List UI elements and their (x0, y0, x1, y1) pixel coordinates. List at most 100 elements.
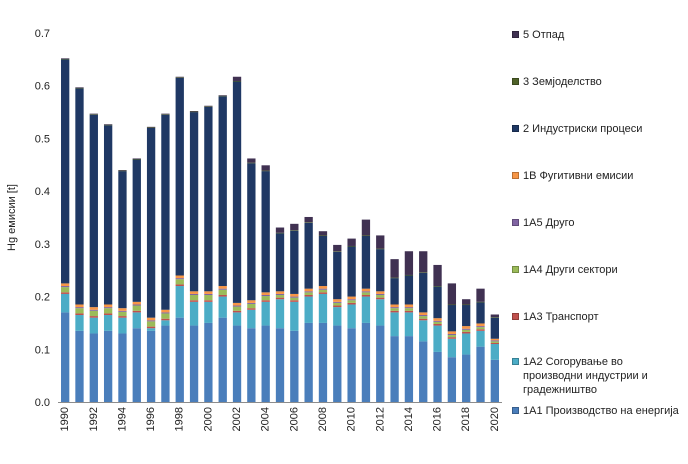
bar-segment (419, 315, 428, 317)
bar-segment (361, 288, 371, 292)
bar-segment (75, 87, 84, 89)
legend-swatch (512, 172, 519, 179)
bar-segment (261, 171, 270, 293)
bar-segment (89, 333, 98, 402)
bar-segment (490, 317, 499, 339)
bar-segment (89, 317, 98, 334)
bar-segment (61, 58, 70, 59)
bar-segment (75, 88, 84, 305)
bar-segment (490, 344, 499, 360)
bar-segment (103, 315, 113, 331)
bar-segment (490, 341, 499, 343)
x-tick-label: 2012 (374, 407, 386, 431)
bar-segment (333, 251, 342, 300)
bar-segment (204, 294, 213, 301)
bar-segment (390, 304, 399, 308)
bar-segment (476, 327, 485, 330)
x-tick-label: 1994 (116, 407, 128, 431)
bar-segment (390, 336, 399, 402)
bar-segment (275, 233, 285, 292)
legend-item: 1А2 Согорување во производни индустрии и… (512, 355, 648, 397)
bar-segment (490, 338, 499, 341)
bar-segment (204, 106, 213, 107)
bar-segment (132, 305, 141, 311)
bar-segment (232, 76, 242, 81)
bar-segment (218, 296, 227, 318)
bar-segment (476, 330, 485, 347)
bar-segment (347, 245, 356, 247)
bar-segment (290, 300, 299, 302)
bar-segment (318, 231, 328, 236)
x-tick-label: 2014 (403, 407, 415, 431)
bar-segment (433, 320, 442, 322)
bar-segment (275, 227, 285, 233)
legend-label: 1В Фугитивни емисии (523, 170, 634, 182)
bar-segment (390, 259, 399, 278)
bar-segment (404, 304, 414, 308)
bar-segment (247, 158, 256, 163)
bar-segment (304, 291, 313, 293)
bar-segment (61, 59, 70, 284)
bar-segment (361, 235, 371, 237)
legend-swatch (512, 266, 519, 273)
bar-segment (404, 310, 414, 313)
legend-item: 1А4 Други сектори (512, 263, 618, 277)
bar-segment (218, 95, 227, 97)
bar-segment (304, 222, 313, 223)
bar-segment (290, 223, 299, 231)
bar-segment (433, 286, 442, 319)
bar-segment (419, 316, 428, 319)
bar-segment (247, 309, 256, 329)
bar-segment (390, 307, 399, 309)
bar-segment (61, 312, 70, 402)
y-tick-label: 0.7 (35, 28, 50, 40)
bar-segment (376, 299, 385, 326)
bar-segment (318, 288, 328, 290)
bar-segment (232, 80, 242, 82)
bar-segment (462, 328, 471, 330)
bar-segment (189, 301, 199, 326)
bar-segment (175, 284, 184, 287)
bar-segment (476, 329, 485, 331)
bar-segment (290, 330, 299, 402)
bar-segment (146, 320, 156, 322)
bar-segment (376, 291, 385, 294)
bar-segment (376, 235, 385, 249)
bar-segment (333, 305, 342, 308)
bar-segment (132, 304, 141, 306)
bar-segment (146, 321, 156, 327)
bar-segment (376, 297, 385, 300)
bar-segment (89, 310, 98, 317)
bar-segment (175, 317, 184, 402)
bar-segment (75, 315, 84, 331)
bar-segment (118, 310, 127, 312)
bar-segment (103, 313, 113, 316)
bar-segment (347, 296, 356, 300)
bar-segment (275, 328, 285, 402)
bar-segment (204, 291, 213, 294)
bar-segment (61, 283, 70, 287)
legend-item: 1А5 Друго (512, 216, 574, 230)
bar-segment (146, 330, 156, 402)
bar-segment (75, 87, 84, 88)
bar-segment (476, 346, 485, 402)
bar-segment (175, 77, 184, 276)
x-tick-label: 2010 (346, 407, 358, 431)
legend-swatch (512, 31, 519, 38)
bar-segment (189, 111, 199, 113)
bar-segment (275, 299, 285, 329)
bar-segment (419, 341, 428, 402)
bar-segment (232, 325, 242, 402)
bar-segment (361, 294, 371, 297)
legend-swatch (512, 358, 519, 365)
bar-segment (447, 331, 457, 334)
bar-segment (447, 337, 457, 339)
bar-segment (175, 76, 184, 78)
bar-segment (333, 302, 342, 306)
bar-segment (390, 308, 399, 311)
bar-segment (218, 286, 227, 289)
bar-segment (189, 325, 199, 402)
bar-segment (447, 335, 457, 338)
x-tick-labels: 1990 1992 1994 1996 1998 2000 2002 2004 2006 2008… (59, 407, 501, 431)
